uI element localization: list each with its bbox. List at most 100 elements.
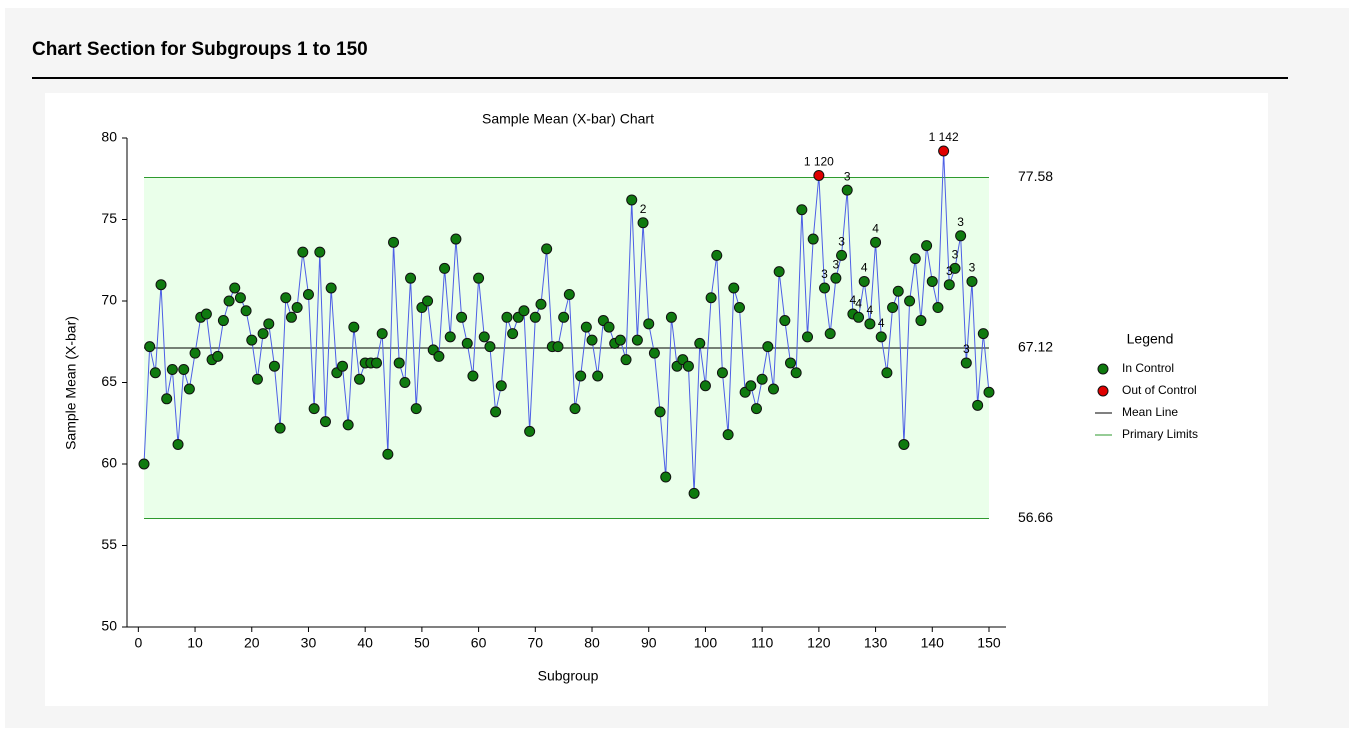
in-control-point [603,321,615,333]
in-control-point [943,279,955,291]
in-control-point [858,275,870,287]
x-tick-label: 120 [807,635,831,651]
point-annotation: 4 [850,293,857,307]
point-annotation: 3 [844,169,851,183]
in-control-point [138,458,150,470]
x-tick-label: 100 [694,635,718,651]
in-control-point [682,360,694,372]
in-control-point [285,311,297,323]
in-control-point [348,321,360,333]
x-tick-label: 40 [357,635,373,651]
in-control-point [898,438,910,450]
in-control-point [371,357,383,369]
y-tick-label: 50 [101,618,117,634]
in-control-point [575,370,587,382]
in-control-point [909,253,921,265]
lower-limit-label: 56.66 [1018,509,1053,525]
y-tick-label: 70 [101,292,117,308]
x-tick-label: 50 [414,635,430,651]
in-control-point [405,272,417,284]
in-control-point [149,367,161,379]
in-control-point [223,295,235,307]
in-control-point [733,302,745,314]
in-control-point [643,318,655,330]
in-control-point [864,318,876,330]
in-control-point [212,350,224,362]
in-control-point [722,429,734,441]
in-control-point [614,334,626,346]
out-of-control-point [938,145,950,157]
in-control-point [461,337,473,349]
y-tick-label: 55 [101,536,117,552]
in-control-point [382,448,394,460]
in-control-point [870,236,882,248]
in-control-point [807,233,819,245]
in-control-point [904,295,916,307]
x-tick-label: 110 [751,635,774,651]
legend-marker [1097,363,1109,375]
in-control-point [711,249,723,261]
y-tick-label: 75 [101,210,117,226]
in-control-point [892,285,904,297]
in-control-point [915,315,927,327]
in-control-point [444,331,456,343]
in-control-point [926,275,938,287]
x-tick-label: 60 [471,635,487,651]
in-control-point [750,403,762,415]
in-control-point [246,334,258,346]
in-control-point [966,275,978,287]
in-control-point [422,295,434,307]
in-control-point [144,341,156,353]
in-control-point [439,262,451,274]
in-control-point [569,403,581,415]
x-tick-label: 90 [641,635,657,651]
in-control-point [484,341,496,353]
x-tick-label: 20 [244,635,260,651]
x-tick-label: 130 [864,635,888,651]
in-control-point [592,370,604,382]
in-control-point [308,403,320,415]
in-control-point [183,383,195,395]
in-control-point [790,367,802,379]
in-control-point [478,331,490,343]
in-control-point [580,321,592,333]
in-control-point [178,363,190,375]
in-control-point [410,403,422,415]
in-control-point [291,302,303,314]
in-control-point [240,305,252,317]
in-control-point [280,292,292,304]
in-control-point [535,298,547,310]
in-control-point [972,399,984,411]
point-annotation: 3 [957,215,964,229]
in-control-point [433,350,445,362]
in-control-point [586,334,598,346]
x-tick-label: 150 [977,635,1001,651]
legend-label: Mean Line [1122,405,1178,419]
point-annotation: 4 [878,316,885,330]
in-control-point [728,282,740,294]
in-control-point [342,419,354,431]
in-control-point [268,360,280,372]
in-control-point [785,357,797,369]
in-control-point [949,262,961,274]
x-tick-label: 140 [921,635,945,651]
in-control-point [456,311,468,323]
in-control-point [716,367,728,379]
in-control-point [830,272,842,284]
in-control-point [376,328,388,340]
in-control-point [529,311,541,323]
in-control-point [654,406,666,418]
in-control-point [977,328,989,340]
in-control-point [620,354,632,366]
in-control-point [626,194,638,206]
in-control-point [705,292,717,304]
in-control-point [960,357,972,369]
x-tick-label: 80 [584,635,600,651]
in-control-point [745,380,757,392]
point-annotation: 3 [821,267,828,281]
in-control-point [631,334,643,346]
in-control-point [251,373,263,385]
point-annotation: 4 [872,221,879,235]
in-control-point [767,383,779,395]
